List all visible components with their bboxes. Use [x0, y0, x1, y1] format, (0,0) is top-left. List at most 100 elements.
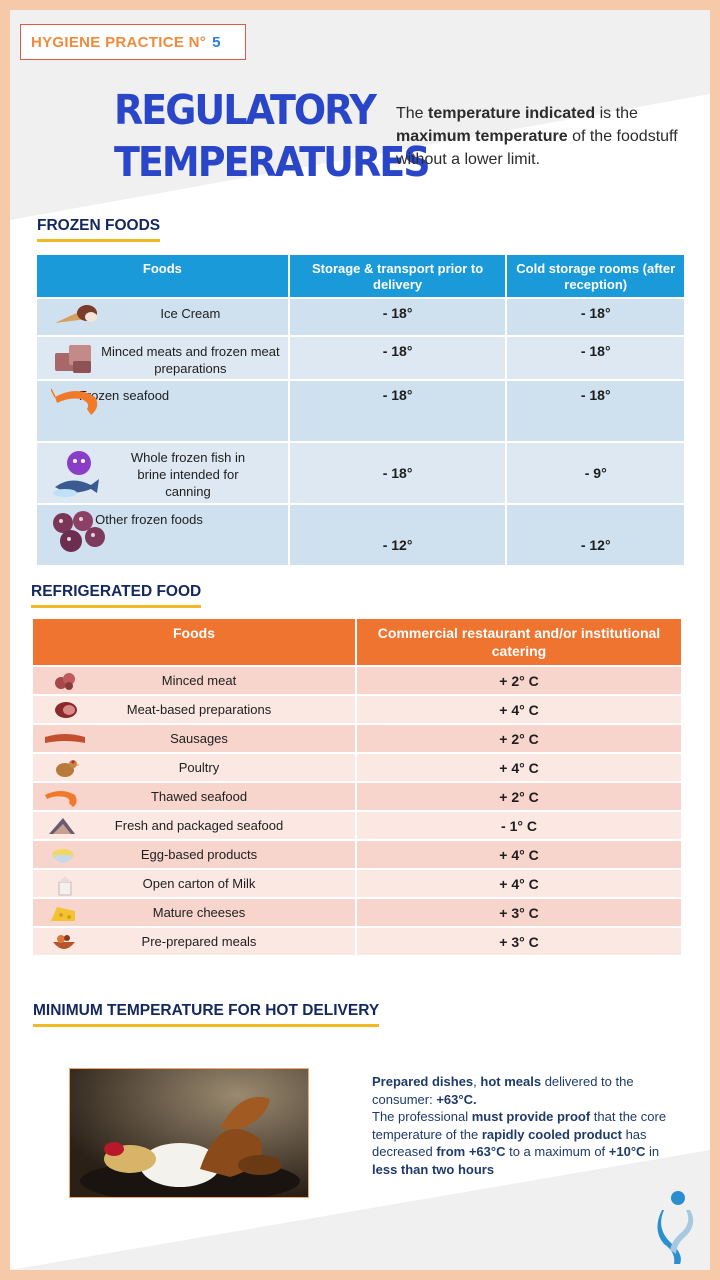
prepared-meal-icon	[53, 935, 75, 949]
hot-text-bold: from +63°C	[436, 1144, 506, 1159]
frozen-heading: FROZEN FOODS	[37, 217, 161, 242]
table-row: Fresh and packaged seafood - 1° C	[33, 812, 681, 839]
table-row: Minced meat + 2° C	[33, 667, 681, 694]
hot-text-part: that the core temperature of the	[372, 1109, 667, 1142]
hot-text-part: has decreased	[372, 1126, 647, 1160]
table-row: Minced meats and frozen meat preparation…	[37, 337, 684, 379]
storage-temp: - 18°	[289, 443, 506, 503]
food-cell: Minced meats and frozen meat preparation…	[37, 337, 288, 379]
practice-badge: HYGIENE PRACTICE N° 5	[20, 24, 246, 60]
catering-temp: + 2° C	[357, 783, 681, 810]
food-label: Thawed seafood	[150, 789, 248, 804]
food-cell: Open carton of Milk	[33, 870, 355, 897]
food-cell: Minced meat	[33, 667, 355, 694]
brand-logo-icon	[657, 1191, 694, 1264]
hot-text-bold: Prepared dishes	[372, 1074, 474, 1089]
table-row: Open carton of Milk + 4° C	[33, 870, 681, 897]
ice-cream-icon	[55, 305, 97, 323]
food-cell: Sausages	[33, 725, 355, 752]
title-line-1: REGULATORY	[114, 86, 377, 134]
table-row: Sausages + 2° C	[33, 725, 681, 752]
table-row: Other frozen foods - 12° - 12°	[37, 505, 684, 565]
hot-text-bold: less than two hours	[372, 1161, 495, 1177]
food-label: Whole frozen fish in brine intended for …	[130, 450, 246, 499]
food-label: Frozen seafood	[78, 388, 170, 403]
table-row: Thawed seafood + 2° C	[33, 783, 681, 810]
frozen-col-foods: Foods	[37, 255, 288, 297]
hot-text-part: delivered to the consumer:	[372, 1074, 634, 1107]
refrigerated-table: Foods Commercial restaurant and/or insti…	[31, 617, 683, 957]
catering-temp: + 4° C	[357, 870, 681, 897]
catering-temp: + 2° C	[357, 725, 681, 752]
shrimp-icon	[51, 388, 98, 415]
catering-temp: + 4° C	[357, 754, 681, 781]
catering-temp: + 3° C	[357, 899, 681, 926]
intro-part: is the	[595, 105, 638, 122]
food-cell: Mature cheeses	[33, 899, 355, 926]
storage-temp: - 18°	[289, 299, 506, 335]
food-label: Egg-based products	[140, 847, 258, 862]
table-row: Mature cheeses + 3° C	[33, 899, 681, 926]
food-label: Pre-prepared meals	[141, 934, 257, 949]
food-cell: Pre-prepared meals	[33, 928, 355, 955]
hot-meal-image	[70, 1069, 308, 1197]
sausage-icon	[45, 734, 85, 743]
catering-temp: + 4° C	[357, 841, 681, 868]
food-label: Sausages	[170, 731, 228, 746]
refrigerated-col-catering: Commercial restaurant and/or institution…	[357, 619, 681, 665]
catering-temp: + 2° C	[357, 667, 681, 694]
refrigerated-heading: REFRIGERATED FOOD	[31, 583, 202, 608]
hot-text-bold: +10°C	[608, 1144, 646, 1159]
catering-temp: - 1° C	[357, 812, 681, 839]
frozen-col-cold: Cold storage rooms (after reception)	[507, 255, 684, 297]
frozen-table: Foods Storage & transport prior to deliv…	[35, 253, 686, 567]
frozen-col-storage: Storage & transport prior to delivery	[289, 255, 506, 297]
table-row: Whole frozen fish in brine intended for …	[37, 443, 684, 503]
refrigerated-header-row: Foods Commercial restaurant and/or insti…	[33, 619, 681, 665]
hot-delivery-heading: MINIMUM TEMPERATURE FOR HOT DELIVERY	[33, 1002, 380, 1027]
refrigerated-col-foods: Foods	[33, 619, 355, 665]
hot-text-part: in	[645, 1144, 660, 1159]
food-cell: Egg-based products	[33, 841, 355, 868]
cheese-icon	[51, 907, 75, 921]
hot-text-part: to a maximum of	[505, 1144, 609, 1159]
food-label: Ice Cream	[160, 306, 221, 321]
food-label: Poultry	[178, 760, 220, 775]
intro-text: The temperature indicated is the maximum…	[396, 102, 696, 171]
minced-meat-icon	[55, 673, 75, 690]
hot-text-part: The professional	[372, 1109, 472, 1124]
food-label: Other frozen foods	[95, 512, 203, 527]
egg-bowl-icon	[52, 849, 74, 863]
frozen-header-row: Foods Storage & transport prior to deliv…	[37, 255, 684, 297]
cold-temp: - 18°	[507, 381, 684, 441]
frozen-berries-icon	[53, 511, 105, 552]
minced-meat-icon	[55, 345, 91, 373]
table-row: Poultry + 4° C	[33, 754, 681, 781]
food-label: Mature cheeses	[152, 905, 246, 920]
title-line-2: TEMPERATURES	[114, 138, 431, 186]
food-label: Fresh and packaged seafood	[114, 818, 284, 833]
food-cell: Poultry	[33, 754, 355, 781]
cold-temp: - 18°	[507, 299, 684, 335]
cold-temp: - 12°	[507, 505, 684, 565]
hot-meal-photo	[69, 1068, 309, 1198]
storage-temp: - 18°	[289, 381, 506, 441]
storage-temp: - 18°	[289, 337, 506, 379]
intro-bold: maximum temperature	[396, 128, 568, 145]
food-label: Minced meats and frozen meat preparation…	[101, 344, 280, 376]
ham-icon	[55, 702, 77, 718]
table-row: Frozen seafood - 18° - 18°	[37, 381, 684, 441]
cold-temp: - 9°	[507, 443, 684, 503]
table-row: Pre-prepared meals + 3° C	[33, 928, 681, 955]
table-row: Ice Cream - 18° - 18°	[37, 299, 684, 335]
food-cell: Thawed seafood	[33, 783, 355, 810]
intro-part: of the foodstuff without a lower limit.	[396, 128, 678, 168]
hot-text-bold: +63°C.	[436, 1091, 477, 1107]
hot-text-bold: must provide proof	[471, 1109, 591, 1124]
hot-text-bold: hot meals	[480, 1074, 542, 1089]
food-cell: Fresh and packaged seafood	[33, 812, 355, 839]
hot-text-part: ,	[473, 1074, 481, 1089]
intro-bold: temperature indicated	[428, 105, 596, 122]
food-cell: Meat-based preparations	[33, 696, 355, 723]
food-label: Open carton of Milk	[142, 876, 256, 891]
